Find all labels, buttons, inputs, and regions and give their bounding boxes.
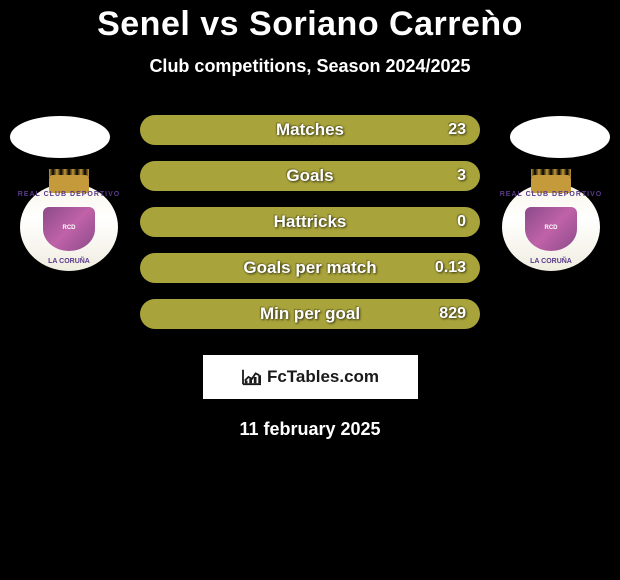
club-badge-right: REAL CLUB DEPORTIVO RCD LA CORUÑA [502,173,600,271]
stat-value: 829 [439,305,466,323]
club-badge-left: REAL CLUB DEPORTIVO RCD LA CORUÑA [20,173,118,271]
stat-label: Min per goal [260,304,360,324]
stat-value: 3 [457,167,466,185]
player-avatar-right [510,116,610,158]
stat-bar-min-per-goal: Min per goal 829 [140,299,480,329]
stats-area: Matches 23 Goals 3 Hattricks 0 Goals per… [140,115,480,329]
stat-bar-goals-per-match: Goals per match 0.13 [140,253,480,283]
stat-value: 0.13 [435,259,466,277]
stat-value: 0 [457,213,466,231]
brand-text: FcTables.com [267,367,379,387]
brand-box: FcTables.com [203,355,418,399]
date-text: 11 february 2025 [0,419,620,440]
page-title: Senel vs Soriano Carreǹo [0,5,620,44]
stat-label: Hattricks [274,212,347,232]
stat-label: Goals per match [243,258,376,278]
stat-label: Matches [276,120,344,140]
subtitle: Club competitions, Season 2024/2025 [0,56,620,77]
stat-value: 23 [448,121,466,139]
stat-label: Goals [286,166,333,186]
stat-bar-goals: Goals 3 [140,161,480,191]
player-avatar-left [10,116,110,158]
chart-icon [241,368,263,386]
stat-bar-hattricks: Hattricks 0 [140,207,480,237]
stat-bar-matches: Matches 23 [140,115,480,145]
